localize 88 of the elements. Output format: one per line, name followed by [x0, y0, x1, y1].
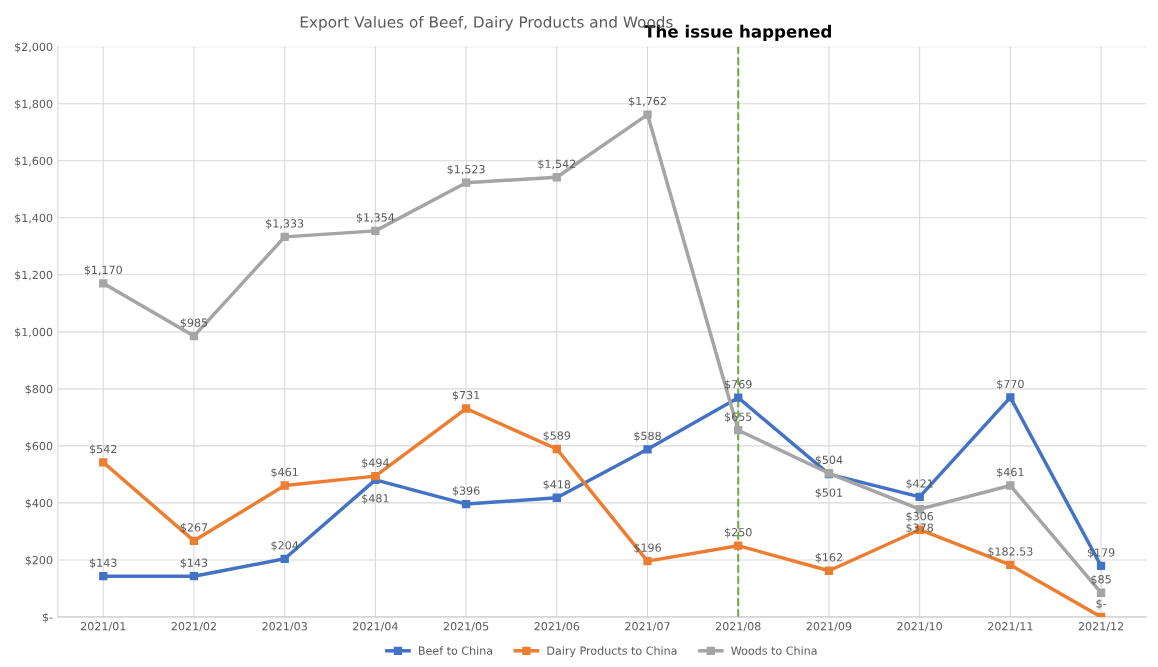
point: [280, 481, 289, 490]
data-label: $461: [271, 467, 298, 478]
point: [280, 232, 289, 242]
data-label: $204: [271, 540, 299, 552]
point: [1096, 588, 1106, 597]
data-label: $731: [452, 390, 480, 401]
data-label: $461: [997, 467, 1024, 478]
x-tick-label: 2021/10: [897, 622, 942, 632]
data-label: $1,354: [356, 213, 395, 224]
y-tick-label: $1,600: [15, 156, 53, 167]
y-tick-label: $-: [42, 612, 53, 623]
point: [1096, 561, 1106, 571]
data-label: $250: [725, 527, 752, 538]
data-label: $481: [362, 493, 389, 504]
data-label: $-: [1096, 599, 1107, 610]
point: [189, 331, 199, 341]
data-label: $589: [543, 431, 571, 442]
data-label: $501: [815, 488, 843, 499]
data-label: $769: [725, 379, 752, 390]
data-label: $306: [906, 511, 934, 522]
y-tick-label: $1,400: [15, 213, 53, 224]
data-label: $985: [180, 318, 208, 329]
y-tick-label: $1,800: [15, 99, 53, 110]
point: [189, 536, 199, 546]
data-label: $588: [634, 431, 661, 442]
x-tick-label: 2021/11: [988, 622, 1033, 632]
point: [189, 572, 199, 581]
data-label: $162: [815, 552, 842, 563]
data-label: $396: [452, 486, 480, 497]
x-tick-label: 2021/08: [715, 622, 761, 632]
data-label: $1,762: [629, 96, 666, 107]
point: [552, 173, 561, 182]
data-label: $267: [180, 522, 208, 534]
point: [643, 445, 652, 454]
x-tick-label: 2021/09: [806, 622, 852, 632]
point: [99, 458, 108, 467]
point: [734, 393, 743, 402]
point: [461, 499, 471, 509]
x-tick-label: 2021/03: [262, 622, 307, 632]
data-label: $655: [725, 412, 752, 423]
y-tick-label: $1,000: [15, 327, 53, 338]
x-tick-label: 2021/06: [534, 622, 580, 632]
point: [371, 226, 380, 236]
y-tick-label: $800: [25, 384, 53, 395]
point: [552, 444, 561, 454]
legend-label: Beef to China: [419, 646, 493, 655]
legend-label: Woods to China: [731, 646, 817, 655]
data-label: $494: [362, 458, 389, 469]
y-tick-label: $2,000: [15, 42, 53, 53]
point: [1006, 393, 1015, 402]
legend-label: Dairy Products to China: [547, 646, 677, 657]
data-label: $143: [90, 558, 117, 569]
data-label: $542: [90, 444, 117, 455]
x-tick-label: 2021/01: [80, 622, 126, 632]
point: [643, 556, 652, 566]
point: [552, 493, 561, 502]
point: [734, 541, 743, 550]
point: [99, 279, 108, 288]
data-label: $1,523: [447, 164, 485, 175]
point: [1006, 481, 1015, 490]
data-label: $143: [180, 558, 208, 569]
data-label: $1,542: [538, 159, 576, 170]
data-label: $182.53: [988, 547, 1033, 558]
y-tick-label: $1,200: [15, 270, 53, 281]
y-tick-label: $200: [25, 555, 53, 566]
point: [461, 178, 471, 187]
x-tick-label: 2021/12: [1078, 622, 1124, 632]
point: [461, 404, 471, 413]
point: [371, 471, 380, 481]
point: [824, 566, 834, 575]
data-label: $770: [997, 379, 1024, 390]
data-label: $85: [1091, 574, 1111, 585]
point: [99, 572, 108, 581]
x-tick-label: 2021/04: [353, 622, 398, 632]
x-tick-label: 2021/02: [171, 622, 216, 632]
data-label: $1,333: [266, 219, 304, 230]
data-label: $418: [543, 479, 571, 490]
y-tick-label: $600: [25, 441, 53, 452]
point: [280, 554, 289, 563]
x-tick-label: 2021/07: [625, 622, 670, 632]
point: [915, 492, 924, 502]
point: [1006, 560, 1015, 570]
x-tick-label: 2021/05: [443, 622, 489, 632]
data-label: $504: [815, 455, 843, 466]
point: [643, 110, 652, 119]
point: [734, 426, 743, 435]
y-tick-label: $400: [25, 498, 53, 509]
data-label: $1,170: [84, 265, 122, 276]
